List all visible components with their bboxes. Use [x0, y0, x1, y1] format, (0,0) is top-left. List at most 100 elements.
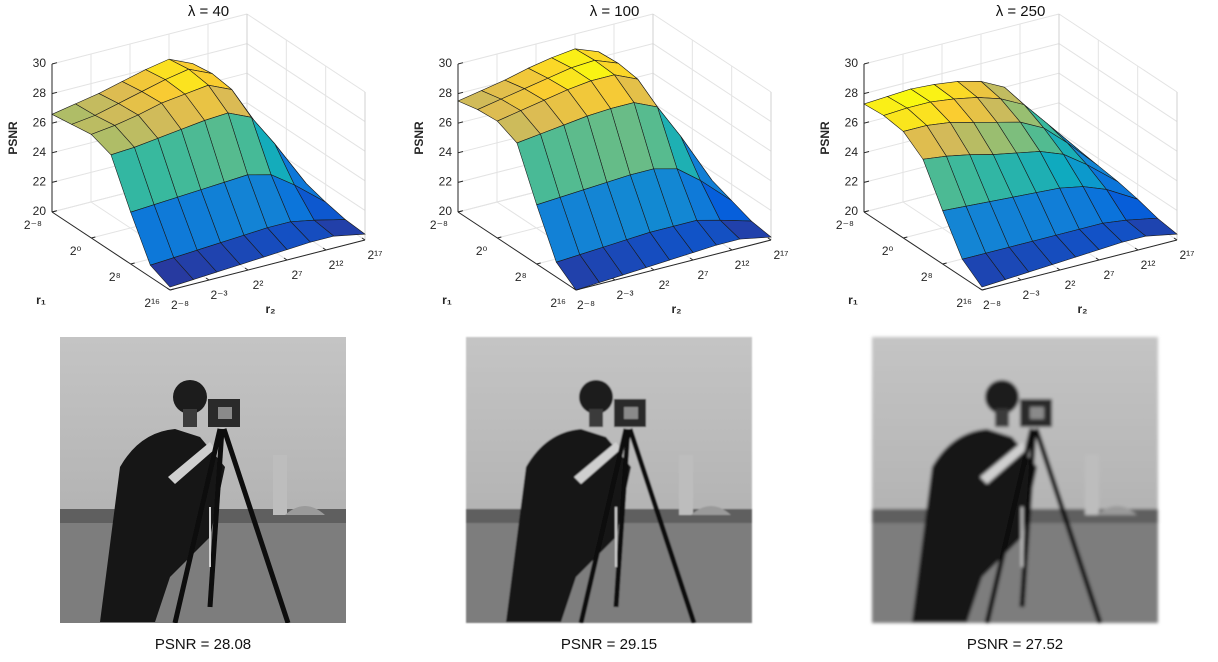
y-tick-label: 2²	[659, 278, 670, 292]
z-tick-label: 24	[845, 145, 859, 159]
axis-line	[863, 211, 983, 291]
y-tick-label: 2⁻³	[616, 288, 633, 302]
grid-line	[246, 102, 366, 182]
chart-title: λ = 40	[188, 3, 229, 20]
image	[872, 337, 1158, 623]
y-tick-label: 2²	[253, 278, 264, 292]
z-tick-label: 28	[33, 86, 47, 100]
x-tick-label: 2¹⁶	[550, 296, 566, 310]
tick-mark	[1095, 257, 1100, 261]
tick-mark	[169, 288, 175, 291]
x-axis-label: r₁	[848, 293, 858, 307]
tick-mark	[51, 180, 58, 183]
grid-line	[1058, 13, 1178, 93]
z-tick-label: 26	[845, 115, 859, 129]
tick-mark	[322, 247, 327, 251]
tick-mark	[166, 287, 171, 291]
grid-line	[1058, 102, 1178, 182]
tick-mark	[457, 121, 464, 124]
tick-mark	[205, 277, 210, 281]
y-tick-label: 2⁻³	[210, 288, 227, 302]
z-tick-label: 30	[845, 56, 859, 70]
z-tick-label: 24	[33, 145, 47, 159]
z-tick-label: 30	[33, 56, 47, 70]
tick-mark	[51, 210, 57, 213]
y-axis-label: r₂	[265, 302, 275, 316]
x-tick-label: 2⁰	[70, 244, 82, 258]
tick-mark	[130, 262, 135, 265]
tick-mark	[91, 236, 96, 239]
grid-line	[246, 13, 366, 93]
grid-line	[863, 13, 1060, 65]
tick-mark	[978, 287, 983, 291]
tick-mark	[51, 151, 58, 154]
tick-mark	[536, 262, 541, 265]
y-tick-label: 2⁻³	[1022, 288, 1039, 302]
z-axis-label: PSNR	[412, 121, 426, 155]
x-tick-label: 2⁻⁸	[24, 218, 42, 232]
z-axis-label: PSNR	[6, 121, 20, 155]
tick-mark	[457, 62, 464, 65]
z-tick-label: 22	[439, 175, 453, 189]
tick-mark	[457, 91, 464, 95]
x-tick-label: 2⁸	[921, 270, 933, 284]
z-tick-label: 26	[439, 115, 453, 129]
x-tick-label: 2⁻⁸	[430, 218, 448, 232]
caption: PSNR = 28.08	[155, 636, 251, 653]
tick-mark	[981, 288, 987, 291]
y-tick-label: 2¹⁷	[773, 248, 788, 262]
tick-mark	[283, 257, 288, 261]
y-tick-label: 2²	[1065, 278, 1076, 292]
tick-mark	[1173, 237, 1178, 241]
tick-mark	[1017, 277, 1022, 281]
y-tick-label: 2¹²	[329, 258, 344, 272]
z-tick-label: 30	[439, 56, 453, 70]
y-tick-label: 2⁻⁸	[171, 298, 189, 312]
tick-mark	[650, 267, 655, 271]
tick-mark	[689, 257, 694, 261]
z-tick-label: 20	[439, 204, 453, 218]
y-axis-label: r₂	[1077, 302, 1087, 316]
tick-mark	[51, 91, 58, 95]
chart-title: λ = 100	[590, 3, 640, 20]
tick-mark	[863, 91, 870, 95]
caption: PSNR = 27.52	[967, 636, 1063, 653]
grid-line	[652, 43, 772, 123]
grid-line	[652, 72, 772, 152]
tick-mark	[863, 121, 870, 124]
tick-mark	[51, 62, 58, 65]
axis-line	[169, 239, 366, 291]
z-tick-label: 20	[33, 204, 47, 218]
tick-mark	[457, 180, 464, 183]
tick-mark	[457, 210, 463, 213]
y-tick-label: 2⁷	[291, 268, 302, 282]
x-tick-label: 2⁸	[515, 270, 527, 284]
tick-mark	[497, 236, 502, 239]
tick-mark	[863, 210, 869, 213]
tick-mark	[942, 262, 947, 265]
tick-mark	[903, 236, 908, 239]
axis-line	[575, 239, 772, 291]
y-tick-label: 2¹²	[1141, 258, 1156, 272]
y-tick-label: 2⁷	[697, 268, 708, 282]
y-tick-label: 2⁷	[1103, 268, 1114, 282]
z-tick-label: 28	[845, 86, 859, 100]
x-axis-label: r₁	[36, 293, 46, 307]
caption: PSNR = 29.15	[561, 636, 657, 653]
tick-mark	[863, 180, 870, 183]
grid-line	[863, 43, 1060, 95]
axis-line	[981, 239, 1178, 291]
surface-chart: 20 22 24 26 28 30 2⁻⁸ 2⁰ 2⁸ 2¹⁶ 2⁻⁸ 2⁻³ 2² 2⁷ 2¹² 2¹⁷ PS…	[818, 3, 1194, 316]
grid-line	[1058, 72, 1178, 152]
z-tick-label: 20	[845, 204, 859, 218]
z-tick-label: 28	[439, 86, 453, 100]
tick-mark	[863, 62, 870, 65]
images: PSNR = 28.08 PSNR = 29.15 PSNR = 27.52	[60, 337, 1158, 653]
x-tick-label: 2⁰	[476, 244, 488, 258]
tick-mark	[863, 151, 870, 154]
axis-line	[51, 211, 171, 291]
grid-line	[652, 13, 772, 93]
surface-chart: 20 22 24 26 28 30 2⁻⁸ 2⁰ 2⁸ 2¹⁶ 2⁻⁸ 2⁻³ 2² 2⁷ 2¹² 2¹⁷ PS…	[412, 3, 788, 316]
y-tick-label: 2⁻⁸	[983, 298, 1001, 312]
axis-line	[457, 211, 577, 291]
